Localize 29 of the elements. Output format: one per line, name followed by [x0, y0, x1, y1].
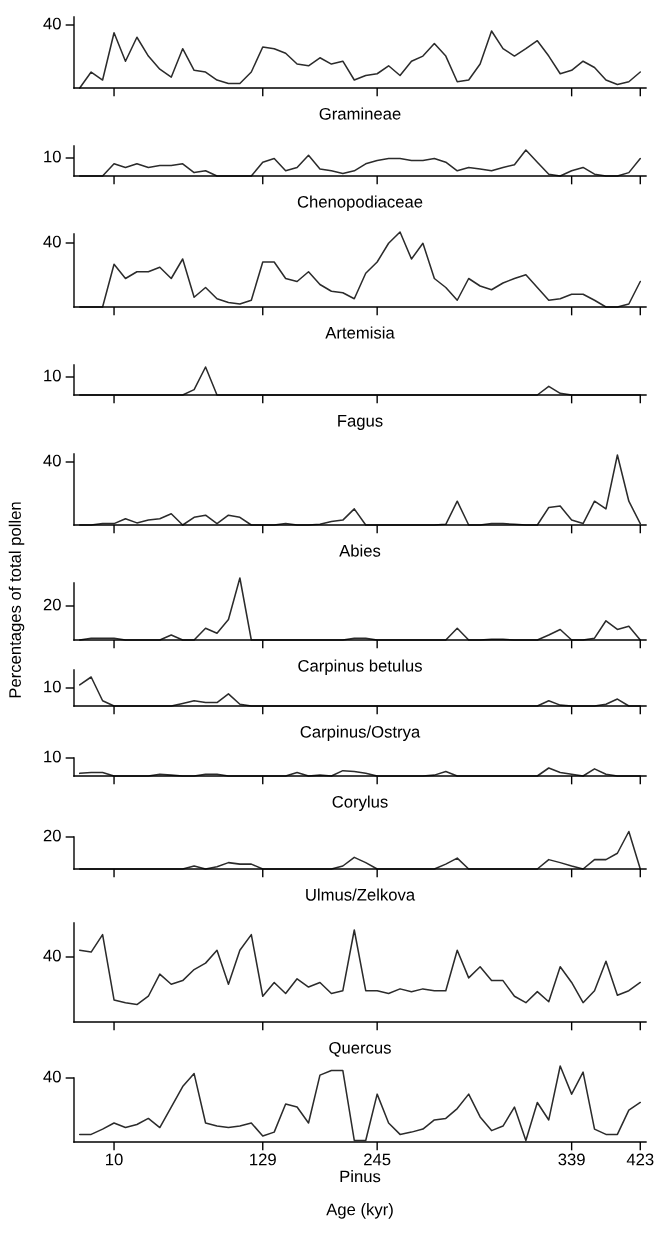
y-axis-title: Percentages of total pollen	[8, 502, 25, 698]
x-axis-title: Carpinus betulus	[298, 659, 422, 675]
x-axis-title: Corylus	[332, 795, 388, 811]
text: 10	[44, 750, 61, 763]
x-tick-label: 339	[558, 1153, 585, 1166]
text: 40	[43, 1070, 61, 1083]
x-tick-label: 129	[250, 1153, 276, 1166]
text: 40	[43, 454, 61, 467]
x-axis-title: Ulmus/Zelkova	[306, 888, 416, 901]
text: Age (kyr)	[326, 1203, 393, 1219]
text: 10	[44, 680, 61, 693]
x-axis-title: Artemisia	[325, 326, 395, 339]
text: 20	[43, 598, 61, 611]
x-axis-title: Quercus	[329, 1041, 391, 1057]
x-axis-title: Carpinus/Ostrya	[300, 725, 421, 741]
x-axis-title: Pinus	[340, 1170, 381, 1183]
text: 20	[43, 829, 61, 842]
text: 40	[43, 235, 61, 248]
x-axis-title: Gramineae	[319, 107, 401, 120]
x-tick-label: 423	[626, 1153, 654, 1166]
x-axis-title: Fagus	[338, 415, 383, 430]
text: 40	[43, 17, 61, 30]
x-axis-title: Chenopodiaceae	[297, 195, 423, 211]
x-tick-label: 10	[106, 1153, 123, 1166]
text: 10	[44, 369, 61, 382]
x-tick-label: 245	[364, 1153, 391, 1166]
x-axis-title: Abies	[339, 544, 381, 557]
text: 40	[43, 949, 61, 962]
text: 10	[44, 150, 61, 163]
